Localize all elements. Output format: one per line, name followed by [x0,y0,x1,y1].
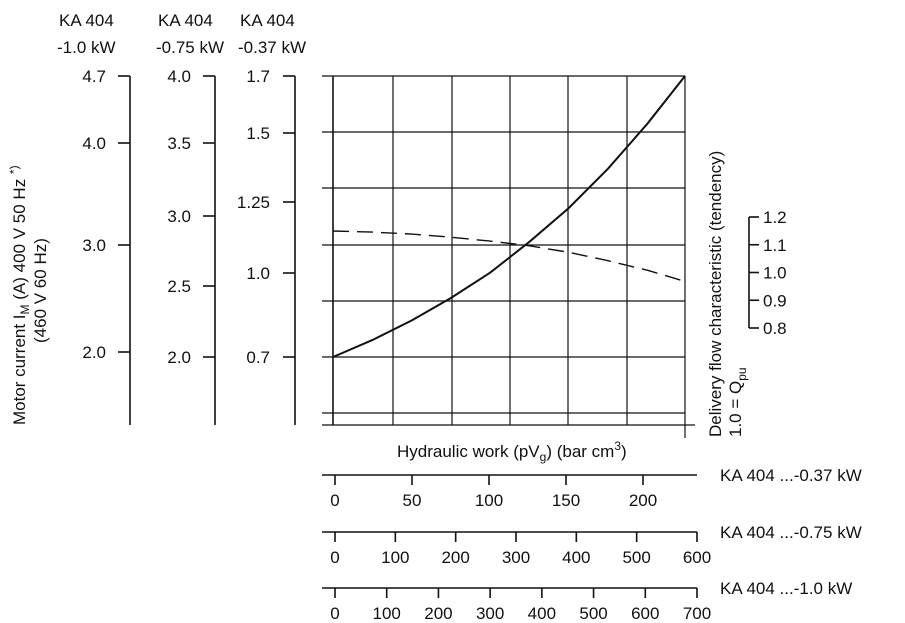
delivery-flow-dashed-curve [332,230,686,283]
y-axis-left-1-header-line2: -0.75 kW [156,38,224,57]
plot-grid [322,75,695,438]
x-axis-1-tick-label: 600 [683,548,711,567]
y-axis-right-tick-label: 0.8 [763,319,787,338]
x-axis-0-tick-label: 100 [475,491,503,510]
x-axis-1-tick-label: 200 [441,548,469,567]
x-axis-title: Hydraulic work (pVg) (bar cm3) [397,439,627,464]
y-axis-right-tick-label: 1.2 [763,208,787,227]
x-axis-0-tick-label: 200 [629,491,657,510]
x-axis-1-tick-label: 300 [502,548,530,567]
y-axis-left-1-tick-label: 2.5 [167,277,191,296]
y-axis-left-0-tick-label: 4.7 [82,67,106,86]
y-axis-title-right-line1: Delivery flow characteristic (tendency) [706,151,725,437]
y-axis-left-1-tick-label: 4.0 [167,67,191,86]
x-axis-0-tick-label: 50 [403,491,422,510]
y-axis-left-2-tick-label: 1.5 [246,124,270,143]
y-axis-left-2-tick-label: 1.0 [246,264,270,283]
y-axis-left-2-tick-label: 0.7 [246,348,270,367]
x-axis-2-tick-label: 400 [528,604,556,623]
x-axis-1-name: KA 404 ...-0.75 kW [720,523,862,542]
x-axis-2-tick-label: 200 [424,604,452,623]
y-axis-title-left-line1: Motor current IM (A) 400 V 50 Hz *) [7,165,32,425]
motor-current-solid-curve [332,75,686,358]
y-axis-left-0-tick-label: 4.0 [82,134,106,153]
y-axis-title-left-line2: (460 V 60 Hz) [31,238,50,343]
x-axis-2-tick-label: 500 [579,604,607,623]
y-axis-left-2-header-line2: -0.37 kW [238,38,306,57]
x-axis-0-name: KA 404 ...-0.37 kW [720,466,862,485]
x-axis-0-tick-label: 0 [330,491,339,510]
x-axis-2-tick-label: 0 [330,604,339,623]
labels: Hydraulic work (pVg) (bar cm3) Motor cur… [7,151,749,464]
y-axis-left-2-tick-label: 1.25 [237,193,270,212]
x-axis-2-name: KA 404 ...-1.0 kW [720,579,852,598]
series [332,75,686,358]
y-axis-right-tick-label: 1.1 [763,236,787,255]
y-axis-left-1-header-line1: KA 404 [158,11,213,30]
y-axis-title-right-line2: 1.0 = Qpu [726,367,749,437]
x-axis-1-tick-label: 400 [562,548,590,567]
y-axis-left-0-tick-label: 2.0 [82,343,106,362]
x-axis-1-tick-label: 500 [622,548,650,567]
y-axis-right-tick-label: 1.0 [763,264,787,283]
x-axis-2-tick-label: 300 [476,604,504,623]
axes: 4.7 4.0 3.0 2.0 KA 404 -1.0 kW 4.0 3.5 3.0 2.5 2.0… [57,11,862,623]
y-axis-right-tick-label: 0.9 [763,291,787,310]
x-axis-1-tick-label: 100 [381,548,409,567]
x-axis-1-tick-label: 0 [330,548,339,567]
x-axis-0-tick-label: 150 [552,491,580,510]
y-axis-left-0-header-line2: -1.0 kW [57,38,116,57]
x-axis-2-tick-label: 700 [683,604,711,623]
y-axis-left-2-tick-label: 1.7 [246,67,270,86]
y-axis-left-0-header-line1: KA 404 [59,11,114,30]
y-axis-left-0-tick-label: 3.0 [82,236,106,255]
y-axis-left-1-tick-label: 3.0 [167,207,191,226]
y-axis-left-2-header-line1: KA 404 [240,11,295,30]
x-axis-2-tick-label: 100 [373,604,401,623]
x-axis-2-tick-label: 600 [631,604,659,623]
y-axis-left-1-tick-label: 2.0 [167,348,191,367]
y-axis-left-1-tick-label: 3.5 [167,134,191,153]
